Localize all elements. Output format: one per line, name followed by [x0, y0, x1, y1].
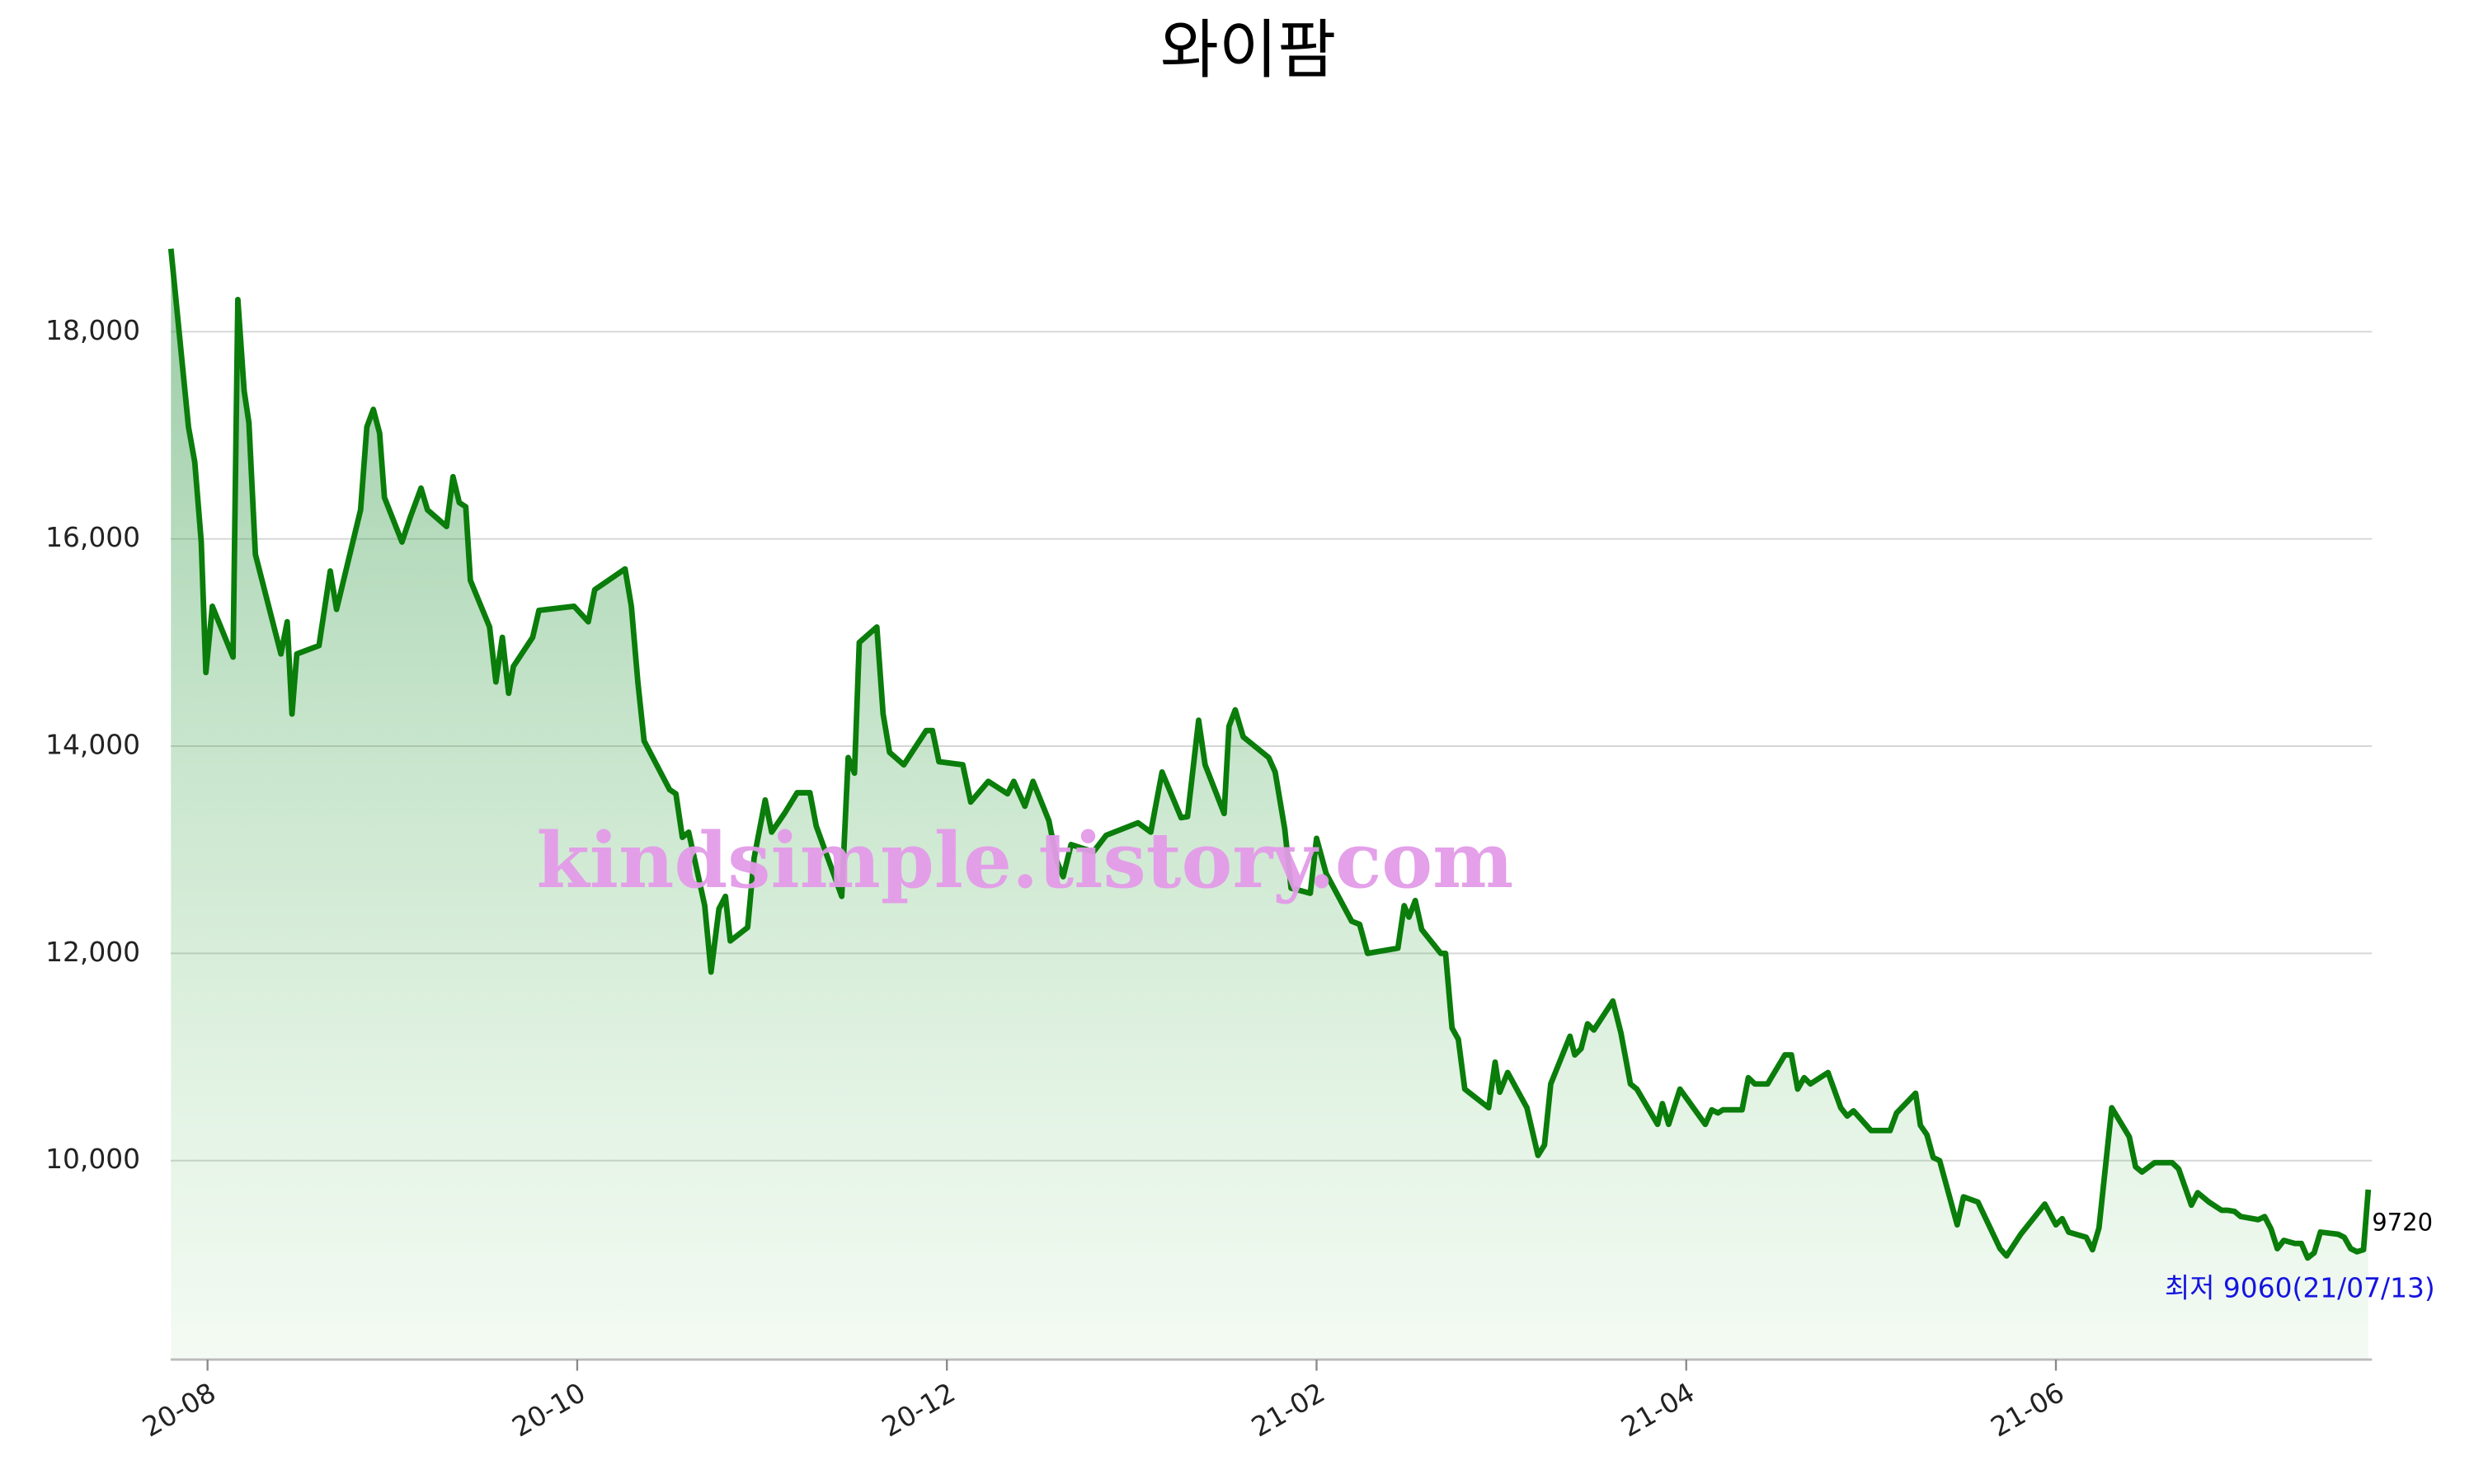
- x-tick-label: 20-08: [137, 1376, 221, 1444]
- price-line: [167, 248, 2372, 1261]
- x-tick-label: 21-04: [1616, 1376, 1700, 1444]
- x-tick-label: 21-02: [1246, 1376, 1330, 1444]
- y-tick-label: 16,000: [45, 521, 140, 553]
- annotation: 9720: [2372, 1209, 2433, 1237]
- x-tick-label: 20-12: [876, 1376, 960, 1444]
- chart-title: 와이팜: [1160, 13, 1336, 87]
- y-tick-label: 10,000: [45, 1143, 140, 1175]
- watermark: kindsimple.tistory.com: [536, 815, 1513, 905]
- y-tick-label: 14,000: [45, 729, 140, 761]
- annotation: 최저 9060(21/07/13): [2165, 1271, 2435, 1303]
- y-tick-label: 18,000: [45, 314, 140, 346]
- x-tick-label: 21-06: [1985, 1376, 2069, 1444]
- y-tick-label: 12,000: [45, 936, 140, 968]
- x-tick-label: 20-10: [506, 1376, 590, 1444]
- area: [171, 248, 2368, 1360]
